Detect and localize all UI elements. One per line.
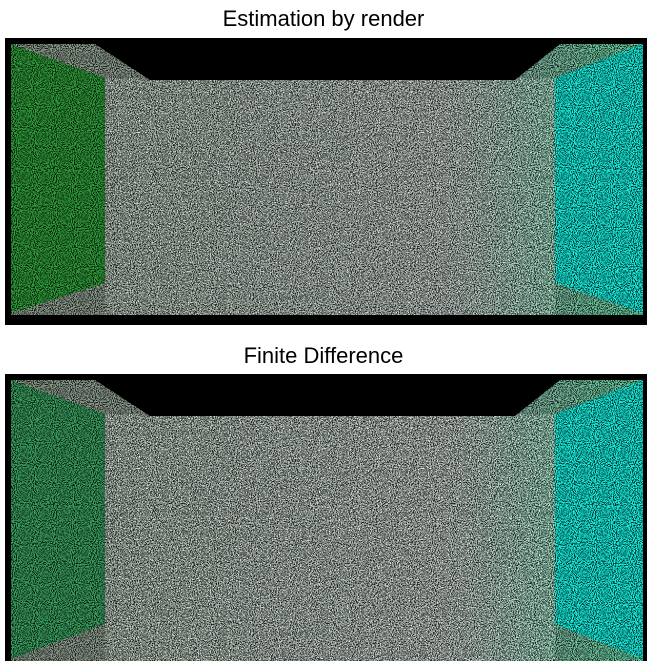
render-image (5, 38, 647, 325)
panel-title: Finite Difference (0, 343, 647, 369)
noise-light (105, 414, 555, 661)
panel-title: Estimation by render (0, 6, 647, 32)
ceiling (95, 380, 560, 416)
ceiling (95, 44, 560, 80)
noise-light (105, 78, 555, 315)
render-image (5, 374, 647, 661)
page: Estimation by render Finite Difference (… (0, 0, 647, 659)
